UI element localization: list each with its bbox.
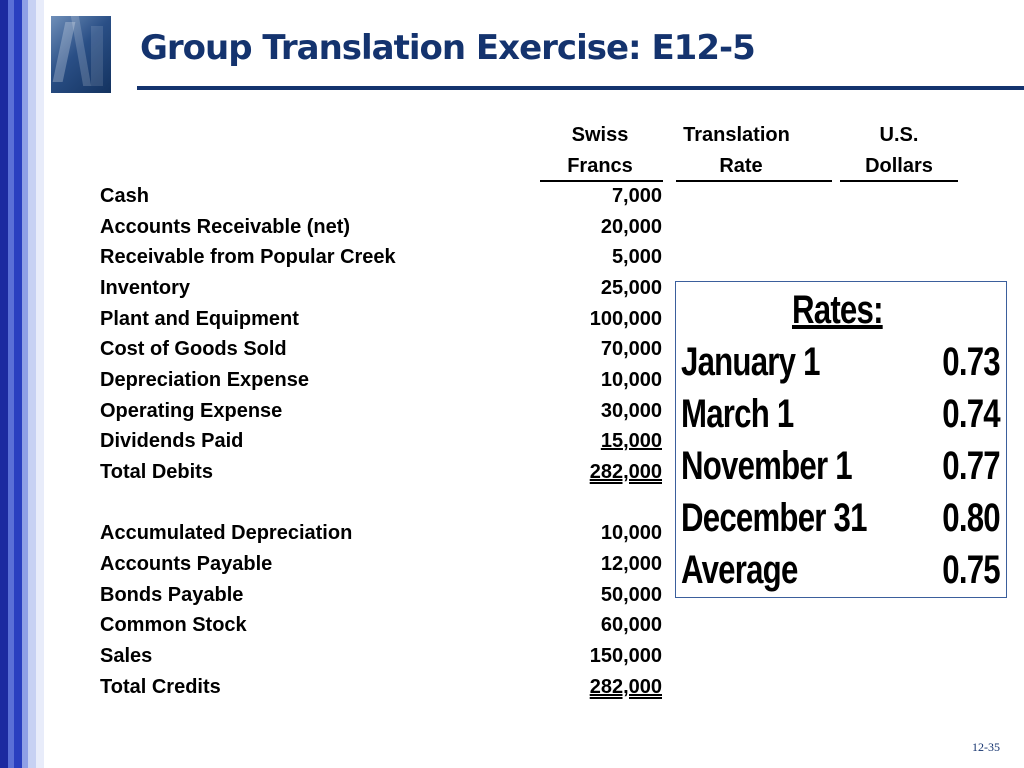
rates-box (675, 281, 1007, 598)
rate-value-december-31: 0.80 (942, 496, 1000, 540)
title-underline (137, 86, 1024, 90)
debit-amount-accounts-receivable: 20,000 (600, 216, 662, 238)
rate-label-december-31: December 31 (681, 496, 867, 540)
header-dollars: Dollars (865, 155, 933, 177)
debit-amount-plant-equipment: 100,000 (589, 308, 662, 330)
rate-label-november-1: November 1 (681, 444, 853, 488)
debit-label-operating-expense: Operating Expense (100, 400, 283, 422)
debit-amount-cost-of-goods-sold: 70,000 (600, 338, 662, 360)
rate-value-january-1: 0.73 (942, 340, 1000, 384)
credit-amount-bonds-payable: 50,000 (600, 584, 662, 606)
debit-label-total-debits: Total Debits (100, 461, 213, 483)
credit-label-total-credits: Total Credits (100, 676, 221, 698)
credit-label-bonds-payable: Bonds Payable (100, 584, 244, 606)
left-decorative-stripes (0, 0, 44, 768)
header-translation: Translation (683, 124, 790, 146)
debit-label-receivable-popular-creek: Receivable from Popular Creek (100, 246, 396, 268)
debit-label-plant-equipment: Plant and Equipment (100, 308, 299, 330)
credit-amount-accumulated-depreciation: 10,000 (600, 522, 662, 544)
rates-title: Rates: (792, 288, 883, 332)
credit-label-common-stock: Common Stock (100, 614, 247, 636)
credit-label-accounts-payable: Accounts Payable (100, 553, 273, 575)
header-francs-rule (540, 180, 663, 182)
slide-number: 12-35 (972, 740, 1000, 754)
rate-label-march-1: March 1 (681, 392, 794, 436)
textbook-cover-logo (51, 16, 111, 93)
header-swiss: Swiss (571, 124, 629, 146)
debit-label-accounts-receivable: Accounts Receivable (net) (100, 216, 351, 238)
header-francs: Francs (567, 155, 633, 177)
debit-amount-depreciation-expense: 10,000 (600, 369, 662, 391)
header-us: U.S. (879, 124, 919, 146)
credit-label-sales: Sales (100, 645, 153, 667)
rate-value-march-1: 0.74 (942, 392, 1000, 436)
credit-amount-total-credits: 282,000 (589, 676, 662, 698)
credit-amount-common-stock: 60,000 (600, 614, 662, 636)
header-rate-rule (676, 180, 832, 182)
rate-label-average: Average (681, 548, 798, 592)
debit-label-dividends-paid: Dividends Paid (100, 430, 244, 452)
debit-amount-operating-expense: 30,000 (600, 400, 662, 422)
debit-label-cost-of-goods-sold: Cost of Goods Sold (100, 338, 287, 360)
rate-value-november-1: 0.77 (942, 444, 1000, 488)
debit-label-depreciation-expense: Depreciation Expense (100, 369, 309, 391)
header-dollars-rule (840, 180, 958, 182)
credit-amount-sales: 150,000 (589, 645, 662, 667)
page-title: Group Translation Exercise: E12-5 (140, 28, 756, 68)
credit-label-accumulated-depreciation: Accumulated Depreciation (100, 522, 353, 544)
debit-amount-dividends-paid: 15,000 (600, 430, 662, 452)
rate-value-average: 0.75 (942, 548, 1000, 592)
debit-label-inventory: Inventory (100, 277, 191, 299)
debit-label-cash: Cash (100, 185, 149, 207)
debit-amount-cash: 7,000 (611, 185, 662, 207)
debit-amount-inventory: 25,000 (600, 277, 662, 299)
debit-amount-total-debits: 282,000 (589, 461, 662, 483)
debit-amount-receivable-popular-creek: 5,000 (611, 246, 662, 268)
rate-label-january-1: January 1 (681, 340, 820, 384)
header-rate: Rate (719, 155, 763, 177)
credit-amount-accounts-payable: 12,000 (600, 553, 662, 575)
